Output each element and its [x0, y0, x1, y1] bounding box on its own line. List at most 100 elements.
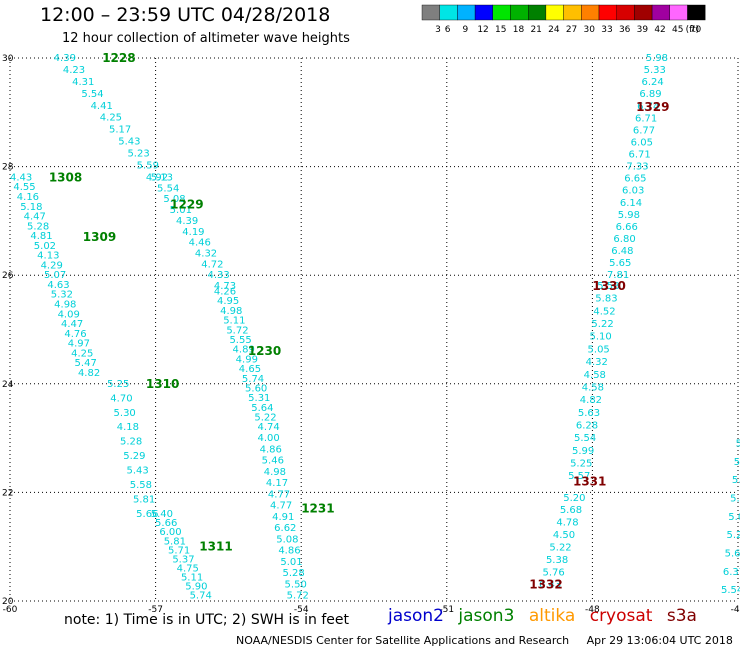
wave-height-point: 5.72	[287, 591, 309, 602]
wave-height-point: 5.11	[223, 316, 245, 327]
wave-height-point: 4.81	[30, 231, 52, 242]
colorbar-label: 15	[495, 25, 506, 35]
pass-label: 1310	[146, 377, 179, 391]
wave-height-point: 5.23	[127, 149, 149, 160]
wave-height-point: 5.11	[181, 572, 203, 583]
wave-height-point: 5.05	[588, 344, 610, 355]
pass-label: 1229	[170, 198, 203, 212]
wave-height-point: 5.50	[285, 579, 307, 590]
colorbar: 3 6 9 12 15 18 21 24 27 30 33 36 39 42 45 70(ft)	[421, 4, 706, 35]
wave-height-point: 4.72	[201, 259, 223, 270]
wave-height-point: 5.20	[563, 493, 585, 504]
wave-height-point: 5.60	[725, 548, 740, 559]
wave-height-point: 4.89	[233, 345, 255, 356]
wave-height-point: 4.18	[117, 422, 139, 433]
wave-height-point: 5.37	[172, 554, 194, 565]
wave-height-point: 4.70	[110, 393, 132, 404]
colorbar-label: 21	[530, 25, 541, 35]
wave-height-point: 5.60	[245, 383, 267, 394]
wave-height-point: 5.10	[589, 332, 611, 343]
wave-height-point: 5.13	[151, 172, 173, 183]
wave-height-point: 5.08	[276, 534, 298, 545]
wave-height-point: 5.99	[572, 446, 594, 457]
colorbar-label: 39	[637, 25, 649, 35]
y-tick-label: 30	[2, 54, 14, 64]
wave-height-point: 6.65	[624, 174, 646, 185]
wave-height-point: 4.75	[177, 563, 199, 574]
colorbar-label: 30	[584, 25, 596, 35]
wave-height-point: 4.86	[260, 444, 282, 455]
wave-height-point: 4.17	[266, 478, 288, 489]
wave-height-point: 4.25	[100, 113, 122, 124]
wave-height-point: 5.66	[136, 509, 158, 520]
wave-height-point: 4.98	[54, 300, 76, 311]
wave-height-point: 4.77	[270, 501, 292, 512]
legend-cryosat: cryosat	[589, 606, 653, 626]
wave-height-point: 6.74	[637, 101, 659, 112]
colorbar-label: 6	[445, 25, 451, 35]
wave-height-point: 5.65	[609, 258, 631, 269]
colorbar-label: 33	[601, 25, 612, 35]
wave-height-point: 4.82	[78, 368, 100, 379]
colorbar-label: 9	[462, 25, 468, 35]
wave-height-point: 5.54	[574, 433, 596, 444]
wave-height-point: 5.43	[126, 466, 148, 477]
wave-height-point: 5.28	[282, 568, 304, 579]
legend-altika: altika	[528, 606, 576, 626]
wave-height-point: 4.31	[72, 77, 94, 88]
wave-height-point: 5.83	[595, 294, 617, 305]
wave-height-point: 6.71	[629, 150, 651, 161]
wave-height-point: 6.62	[274, 523, 296, 534]
wave-height-point: 5.47	[75, 358, 97, 369]
wave-height-point: 5.55	[229, 335, 251, 346]
wave-height-point: 5.01	[280, 557, 302, 568]
x-tick-label: -57	[148, 605, 163, 615]
x-tick-label: -54	[294, 605, 309, 615]
pass-label: 1308	[49, 170, 82, 184]
pass-label: 1329	[636, 100, 669, 114]
wave-height-point: 4.77	[268, 489, 290, 500]
footer: NOAA/NESDIS Center for Satellite Applica…	[236, 634, 733, 647]
wave-height-point: 4.23	[63, 65, 85, 76]
x-tick-label: -48	[585, 605, 600, 615]
wave-height-point: 5.74	[242, 374, 264, 385]
wave-height-point: 5.4	[732, 475, 740, 486]
wave-height-point: 5.98	[646, 53, 668, 64]
wave-height-point: 4.33	[208, 270, 230, 281]
units-note: note: 1) Time is in UTC; 2) SWH is in fe…	[64, 612, 350, 628]
wave-height-point: 5.22	[591, 319, 613, 330]
wave-height-point: 5.22	[726, 530, 740, 541]
wave-height-point: 5.33	[644, 65, 666, 76]
wave-height-point: 4.25	[71, 348, 93, 359]
pass-label: 1231	[301, 502, 334, 516]
wave-height-point: 5.58	[130, 480, 152, 491]
y-tick-label: 20	[2, 597, 14, 607]
wave-height-point: 5.31	[248, 393, 270, 404]
wave-height-point: 4.52	[593, 306, 615, 317]
wave-height-point: 5.54	[81, 89, 103, 100]
wave-height-point: 5.54	[721, 585, 740, 596]
wave-height-point: 5.28	[27, 221, 49, 232]
wave-height-point: 4.97	[68, 339, 90, 350]
wave-height-point: 5.25	[107, 379, 129, 390]
wave-height-point: 5.98	[618, 210, 640, 221]
wave-height-point: 4.13	[37, 251, 59, 262]
wave-height-point: 5.08	[163, 194, 185, 205]
wave-height-point: 5.64	[251, 403, 273, 414]
wave-height-point: 5.76	[542, 567, 564, 578]
wave-height-point: 4.73	[214, 281, 236, 292]
pass-label: 1309	[83, 230, 116, 244]
x-tick-label: -51	[439, 605, 454, 615]
colorbar-label: 12	[477, 25, 488, 35]
wave-height-point: 4.32	[586, 357, 608, 368]
wave-height-point: 4.55	[13, 182, 35, 193]
wave-height-point: 5.43	[118, 137, 140, 148]
pass-label: 1330	[592, 279, 625, 293]
wave-height-point: 5.59	[137, 161, 159, 172]
pass-label: 1311	[199, 540, 232, 554]
wave-height-point: 5.30	[114, 408, 136, 419]
wave-height-point: 4.41	[91, 101, 113, 112]
wave-height-point: 7.33	[626, 162, 648, 173]
colorbar-label: 42	[654, 25, 665, 35]
